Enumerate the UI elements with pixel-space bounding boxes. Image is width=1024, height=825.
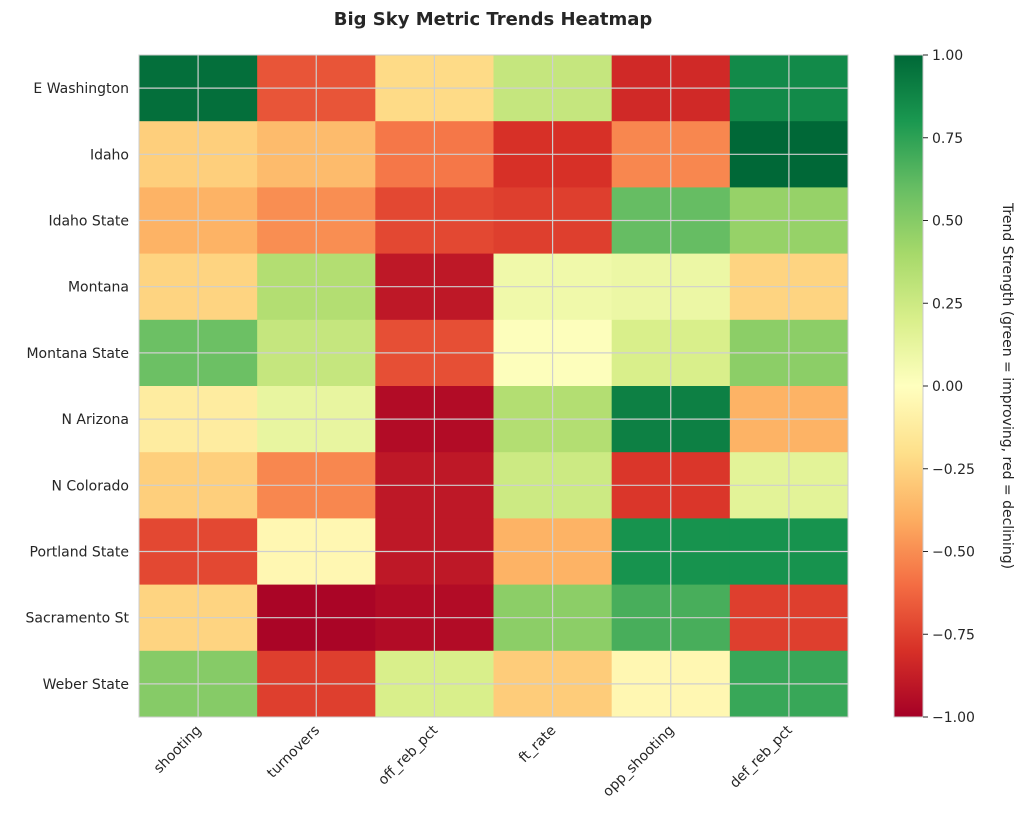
row-label: Portland State — [30, 545, 130, 561]
grid-lines — [139, 55, 848, 717]
column-label: ft_rate — [516, 723, 560, 767]
row-label: Montana State — [26, 346, 129, 362]
row-label: Idaho — [90, 147, 129, 163]
colorbar-tick-label: 0.25 — [932, 296, 963, 312]
row-label: Weber State — [43, 677, 129, 693]
column-label: off_reb_pct — [375, 722, 441, 788]
colorbar — [893, 54, 924, 718]
colorbar-label: Trend Strength (green = improving, red =… — [999, 202, 1015, 569]
column-labels: shooting turnovers off_reb_pct ft_rate opp_s… — [151, 722, 796, 800]
colorbar-tick-label: −0.25 — [932, 462, 975, 478]
row-label: Idaho State — [48, 214, 129, 230]
colorbar-tick-label: 0.75 — [932, 131, 963, 147]
colorbar-tick-label: 0.50 — [932, 214, 963, 230]
colorbar-tick-label: 0.00 — [932, 379, 963, 395]
row-label: N Colorado — [51, 478, 129, 494]
column-label: turnovers — [264, 723, 323, 782]
column-label: opp_shooting — [600, 723, 678, 801]
row-label: Montana — [68, 280, 129, 296]
column-label: def_reb_pct — [727, 722, 796, 791]
plot-frame — [138, 54, 849, 718]
colorbar-ticks: 1.00 0.75 0.50 0.25 0.00 −0.25 −0.50 −0.75 −1.00 — [923, 48, 975, 726]
colorbar-tick-label: −1.00 — [932, 710, 975, 726]
colorbar-tick-label: −0.50 — [932, 545, 975, 561]
row-label: Sacramento St — [25, 611, 129, 627]
colorbar-tick-label: 1.00 — [932, 48, 963, 64]
column-label: shooting — [151, 723, 205, 777]
row-labels: E Washington Idaho Idaho State Montana Monta… — [25, 81, 129, 693]
chart-title: Big Sky Metric Trends Heatmap — [334, 9, 653, 30]
row-label: N Arizona — [61, 412, 129, 428]
row-label: E Washington — [33, 81, 129, 97]
colorbar-tick-label: −0.75 — [932, 627, 975, 643]
